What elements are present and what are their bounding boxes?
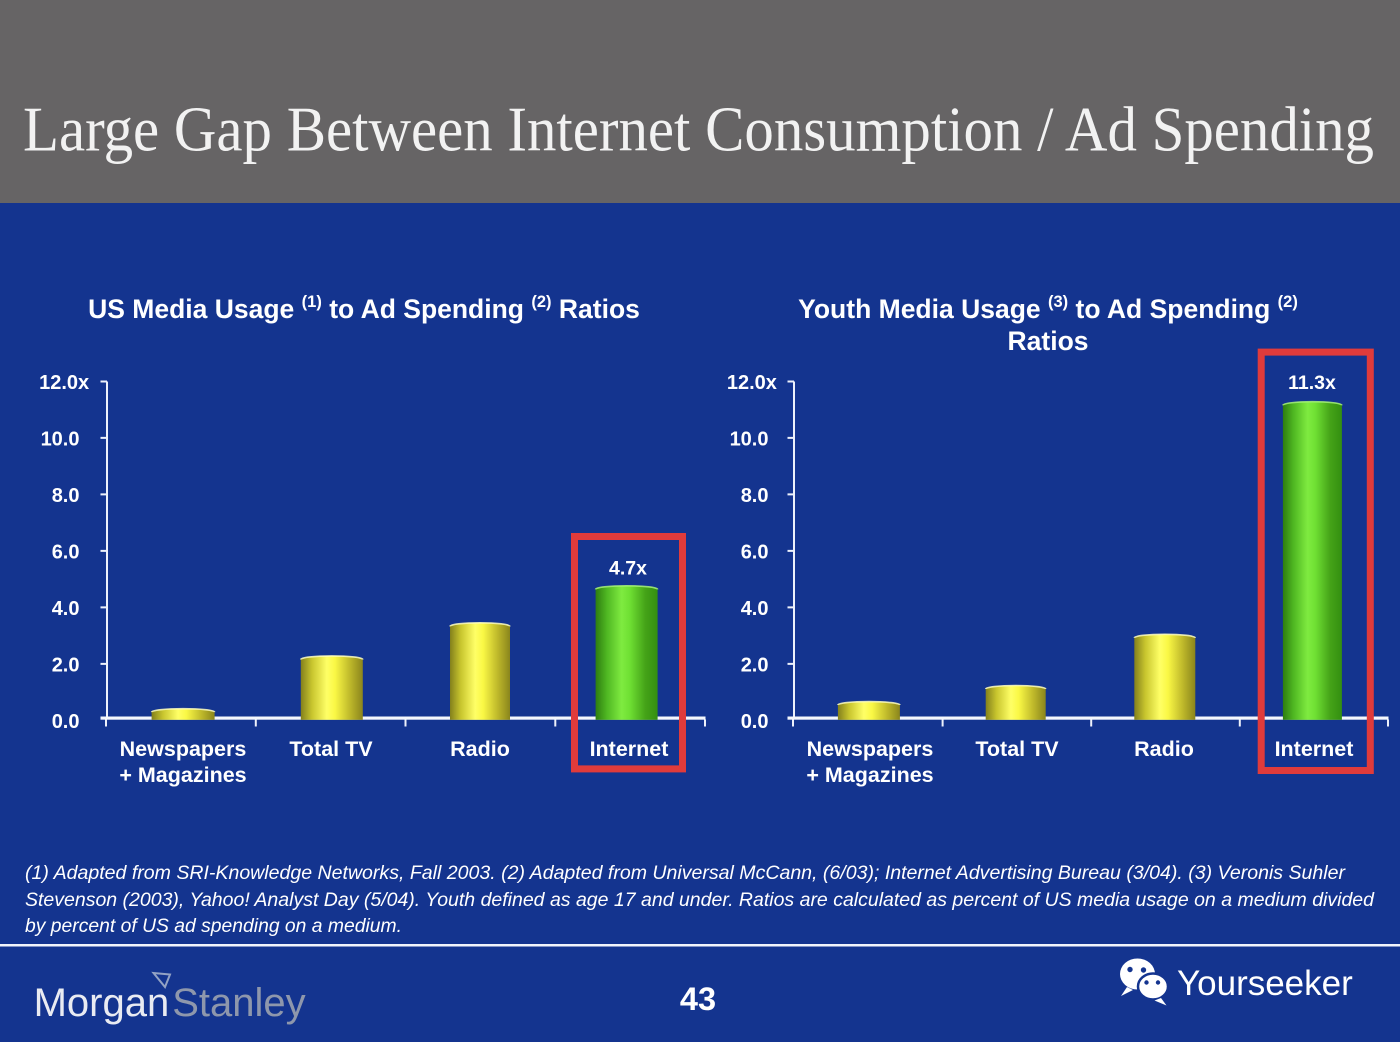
svg-text:6.0: 6.0 bbox=[52, 541, 80, 563]
svg-text:2.0: 2.0 bbox=[52, 654, 80, 676]
svg-text:Internet: Internet bbox=[590, 737, 669, 761]
svg-text:(1) Adapted from SRI-Knowledge: (1) Adapted from SRI-Knowledge Networks,… bbox=[25, 862, 1346, 884]
svg-text:4.0: 4.0 bbox=[741, 598, 769, 620]
svg-text:Radio: Radio bbox=[1134, 737, 1194, 761]
svg-text:8.0: 8.0 bbox=[52, 485, 80, 507]
svg-text:MorganStanley: MorganStanley bbox=[34, 981, 306, 1025]
svg-text:10.0: 10.0 bbox=[41, 428, 80, 450]
svg-text:Stevenson (2003), Yahoo! Analy: Stevenson (2003), Yahoo! Analyst Day (5/… bbox=[25, 889, 1375, 911]
svg-text:+ Magazines: + Magazines bbox=[806, 763, 933, 787]
svg-text:12.0x: 12.0x bbox=[39, 372, 89, 394]
svg-text:4.7x: 4.7x bbox=[609, 558, 647, 580]
svg-text:4.0: 4.0 bbox=[52, 598, 80, 620]
svg-text:US Media Usage (1) to Ad Spend: US Media Usage (1) to Ad Spending (2) Ra… bbox=[88, 293, 640, 324]
svg-text:Newspapers: Newspapers bbox=[807, 737, 934, 761]
svg-text:Large Gap Between Internet Con: Large Gap Between Internet Consumption /… bbox=[23, 95, 1374, 165]
svg-text:11.3x: 11.3x bbox=[1288, 372, 1336, 394]
svg-text:0.0: 0.0 bbox=[52, 711, 80, 733]
svg-text:Yourseeker: Yourseeker bbox=[1177, 964, 1353, 1003]
svg-text:Radio: Radio bbox=[450, 737, 510, 761]
svg-text:10.0: 10.0 bbox=[730, 428, 769, 450]
svg-text:12.0x: 12.0x bbox=[727, 372, 777, 394]
svg-text:6.0: 6.0 bbox=[741, 541, 769, 563]
svg-text:+ Magazines: + Magazines bbox=[119, 763, 246, 787]
svg-text:Youth Media Usage (3) to Ad Sp: Youth Media Usage (3) to Ad Spending (2) bbox=[798, 293, 1298, 324]
svg-text:Newspapers: Newspapers bbox=[120, 737, 247, 761]
svg-text:43: 43 bbox=[680, 981, 716, 1017]
svg-text:2.0: 2.0 bbox=[741, 654, 769, 676]
svg-text:Total TV: Total TV bbox=[975, 737, 1059, 761]
svg-text:by percent of US ad spending o: by percent of US ad spending on a medium… bbox=[25, 915, 402, 937]
svg-text:Total TV: Total TV bbox=[289, 737, 373, 761]
svg-text:8.0: 8.0 bbox=[741, 485, 769, 507]
svg-text:Ratios: Ratios bbox=[1008, 326, 1089, 356]
svg-text:0.0: 0.0 bbox=[741, 711, 769, 733]
svg-text:Internet: Internet bbox=[1275, 737, 1354, 761]
